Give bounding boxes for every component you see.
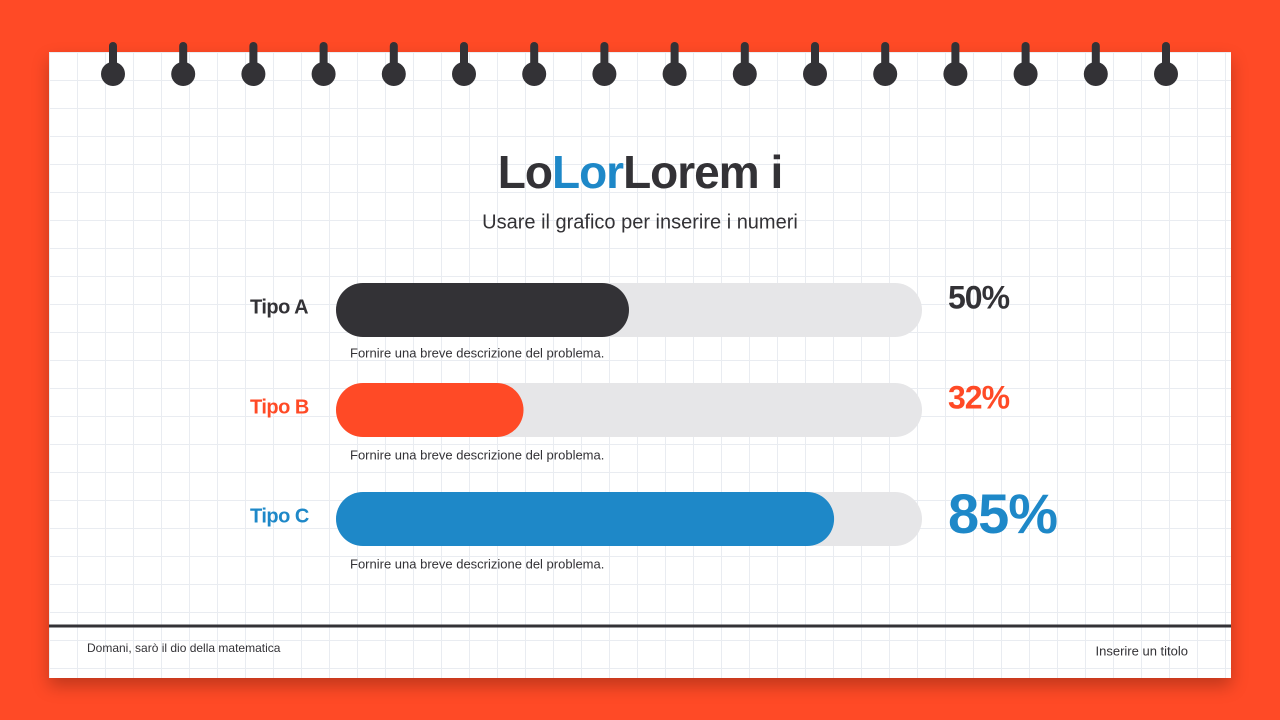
bar bbox=[336, 283, 629, 337]
description: Fornire una breve descrizione del proble… bbox=[350, 447, 604, 462]
ring-hole bbox=[1013, 62, 1038, 86]
bar bbox=[336, 492, 835, 546]
paper bbox=[49, 52, 1231, 678]
ring-hole bbox=[381, 62, 406, 86]
ring-hole bbox=[873, 62, 898, 86]
rings bbox=[101, 42, 1178, 86]
bar bbox=[336, 383, 524, 437]
value-label: 85% bbox=[948, 482, 1057, 545]
ring-hole bbox=[311, 62, 336, 86]
title: LoLorLorem i bbox=[498, 146, 782, 198]
title-part: Lor bbox=[552, 146, 624, 198]
ring-hole bbox=[452, 62, 476, 86]
category-label: Tipo A bbox=[250, 296, 308, 318]
category-label: Tipo C bbox=[250, 505, 309, 527]
footer-left: Domani, sarò il dio della matematica bbox=[87, 641, 281, 655]
ring-hole bbox=[522, 62, 547, 86]
ring-hole bbox=[592, 62, 617, 86]
title-part: Lo bbox=[498, 146, 552, 198]
footer-right: Inserire un titolo bbox=[1096, 643, 1189, 658]
subtitle: Usare il grafico per inserire i numeri bbox=[482, 211, 798, 233]
ring-hole bbox=[241, 62, 266, 86]
category-label: Tipo B bbox=[250, 396, 309, 418]
value-label: 50% bbox=[948, 279, 1010, 315]
ring-hole bbox=[171, 62, 196, 86]
value-label: 32% bbox=[948, 379, 1010, 415]
description: Fornire una breve descrizione del proble… bbox=[350, 345, 604, 360]
ring-hole bbox=[943, 62, 968, 86]
ring-hole bbox=[662, 62, 687, 86]
ring-hole bbox=[803, 62, 827, 86]
ring-hole bbox=[1083, 62, 1108, 86]
ring-hole bbox=[732, 62, 757, 86]
ring-hole bbox=[101, 62, 125, 86]
ring-hole bbox=[1154, 62, 1178, 86]
title-part: Lorem i bbox=[623, 146, 782, 198]
description: Fornire una breve descrizione del proble… bbox=[350, 556, 604, 571]
